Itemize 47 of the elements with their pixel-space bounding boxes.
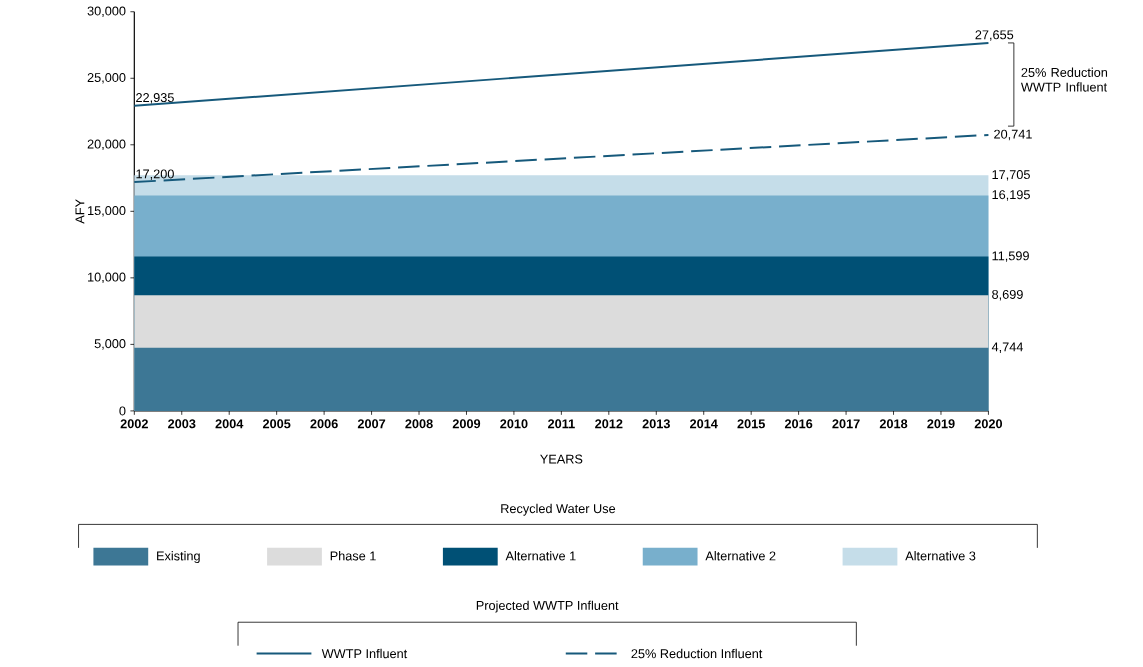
data-label: 17,200 <box>136 169 174 180</box>
legend-label: Existing <box>157 551 200 563</box>
x-tick-label: 2011 <box>548 419 575 429</box>
data-label: 16,195 <box>992 190 1030 201</box>
x-tick-label: 2019 <box>927 419 955 429</box>
data-label: 17,705 <box>992 169 1030 181</box>
y-axis-title: AFY <box>75 199 85 224</box>
text: 25% Reduction WWTP Influent <box>1020 67 1108 92</box>
legend-label: Phase 1 <box>330 551 376 561</box>
x-axis-title: YEARS <box>540 454 583 464</box>
data-label: 20,741 <box>994 129 1032 141</box>
text: Projected WWTP Influent <box>476 600 619 613</box>
legend-title: Recycled Water Use <box>501 503 616 516</box>
x-tick-label: 2017 <box>832 419 860 429</box>
y-tick-label: 25,000 <box>87 72 126 84</box>
legend-label: Alternative 2 <box>705 551 776 561</box>
x-tick-label: 2002 <box>120 419 148 429</box>
x-tick-label: 2013 <box>642 419 670 429</box>
data-label: 4,744 <box>991 342 1024 353</box>
x-tick-label: 2003 <box>168 419 196 429</box>
x-tick-label: 2012 <box>595 419 623 429</box>
y-tick-label: 5,000 <box>94 339 126 350</box>
x-tick-label: 2008 <box>405 419 433 429</box>
legend-label: Alternative 1 <box>505 551 576 561</box>
legend-label: 25% Reduction Influent <box>631 648 763 659</box>
y-tick-label: 0 <box>119 406 126 416</box>
x-tick-label: 2014 <box>690 419 718 429</box>
x-tick-label: 2006 <box>310 419 338 429</box>
legend-label: WWTP Influent <box>321 648 408 659</box>
x-tick-label: 2004 <box>215 419 244 429</box>
x-tick-label: 2010 <box>500 419 528 429</box>
data-label: 22,935 <box>136 92 174 104</box>
x-tick-label: 2020 <box>974 419 1003 429</box>
data-label: 11,599 <box>992 251 1029 262</box>
legend-label: Alternative 3 <box>905 551 976 561</box>
x-tick-label: 2007 <box>357 419 386 429</box>
data-label: 27,655 <box>975 30 1014 41</box>
y-tick-label: 15,000 <box>88 205 126 217</box>
x-tick-label: 2005 <box>262 419 291 429</box>
y-tick-label: 20,000 <box>87 139 126 150</box>
x-tick-label: 2018 <box>879 419 908 429</box>
x-tick-label: 2016 <box>784 419 813 429</box>
x-tick-label: 2009 <box>452 419 481 429</box>
data-label: 8,699 <box>992 289 1023 301</box>
y-tick-label: 10,000 <box>88 272 126 283</box>
x-tick-label: 2015 <box>737 419 765 429</box>
y-tick-label: 30,000 <box>87 6 126 17</box>
